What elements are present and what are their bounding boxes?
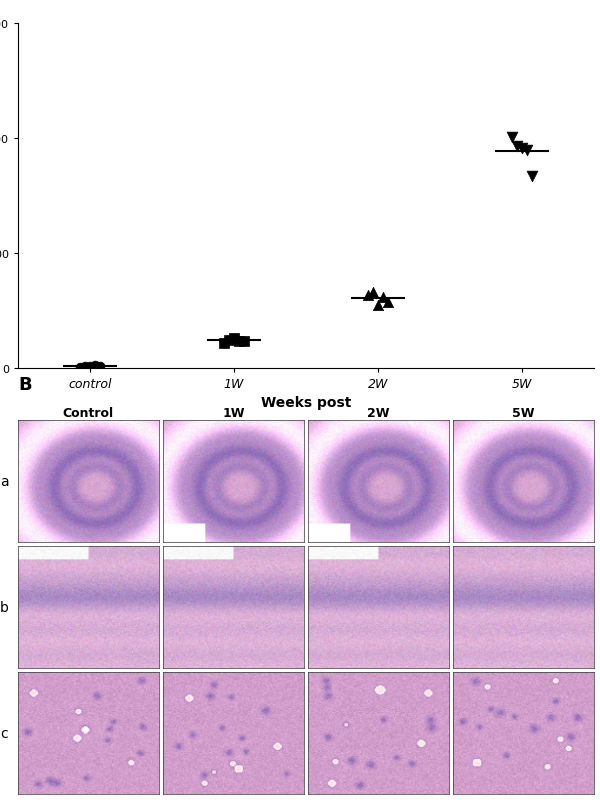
Text: B: B	[18, 376, 32, 394]
Title: 2W: 2W	[367, 407, 390, 419]
Title: 1W: 1W	[222, 407, 245, 419]
Point	[527, 170, 537, 183]
Point	[368, 286, 378, 299]
Point	[522, 144, 532, 157]
Title: 5W: 5W	[512, 407, 535, 419]
Point	[95, 360, 105, 373]
Y-axis label: a: a	[0, 475, 8, 488]
Point	[85, 359, 95, 372]
Point	[512, 140, 522, 153]
Point	[363, 290, 373, 302]
Y-axis label: c: c	[0, 726, 8, 740]
Point	[507, 132, 517, 144]
Point	[378, 291, 388, 304]
X-axis label: Weeks post: Weeks post	[261, 396, 351, 410]
Point	[224, 334, 234, 346]
Point	[219, 337, 229, 350]
Point	[383, 297, 393, 310]
Point	[75, 361, 85, 374]
Point	[90, 359, 100, 372]
Y-axis label: b: b	[0, 600, 8, 614]
Point	[80, 360, 90, 373]
Point	[229, 333, 239, 346]
Point	[234, 335, 244, 348]
Point	[517, 143, 527, 156]
Title: Control: Control	[63, 407, 114, 419]
Point	[239, 335, 249, 348]
Point	[373, 299, 383, 312]
